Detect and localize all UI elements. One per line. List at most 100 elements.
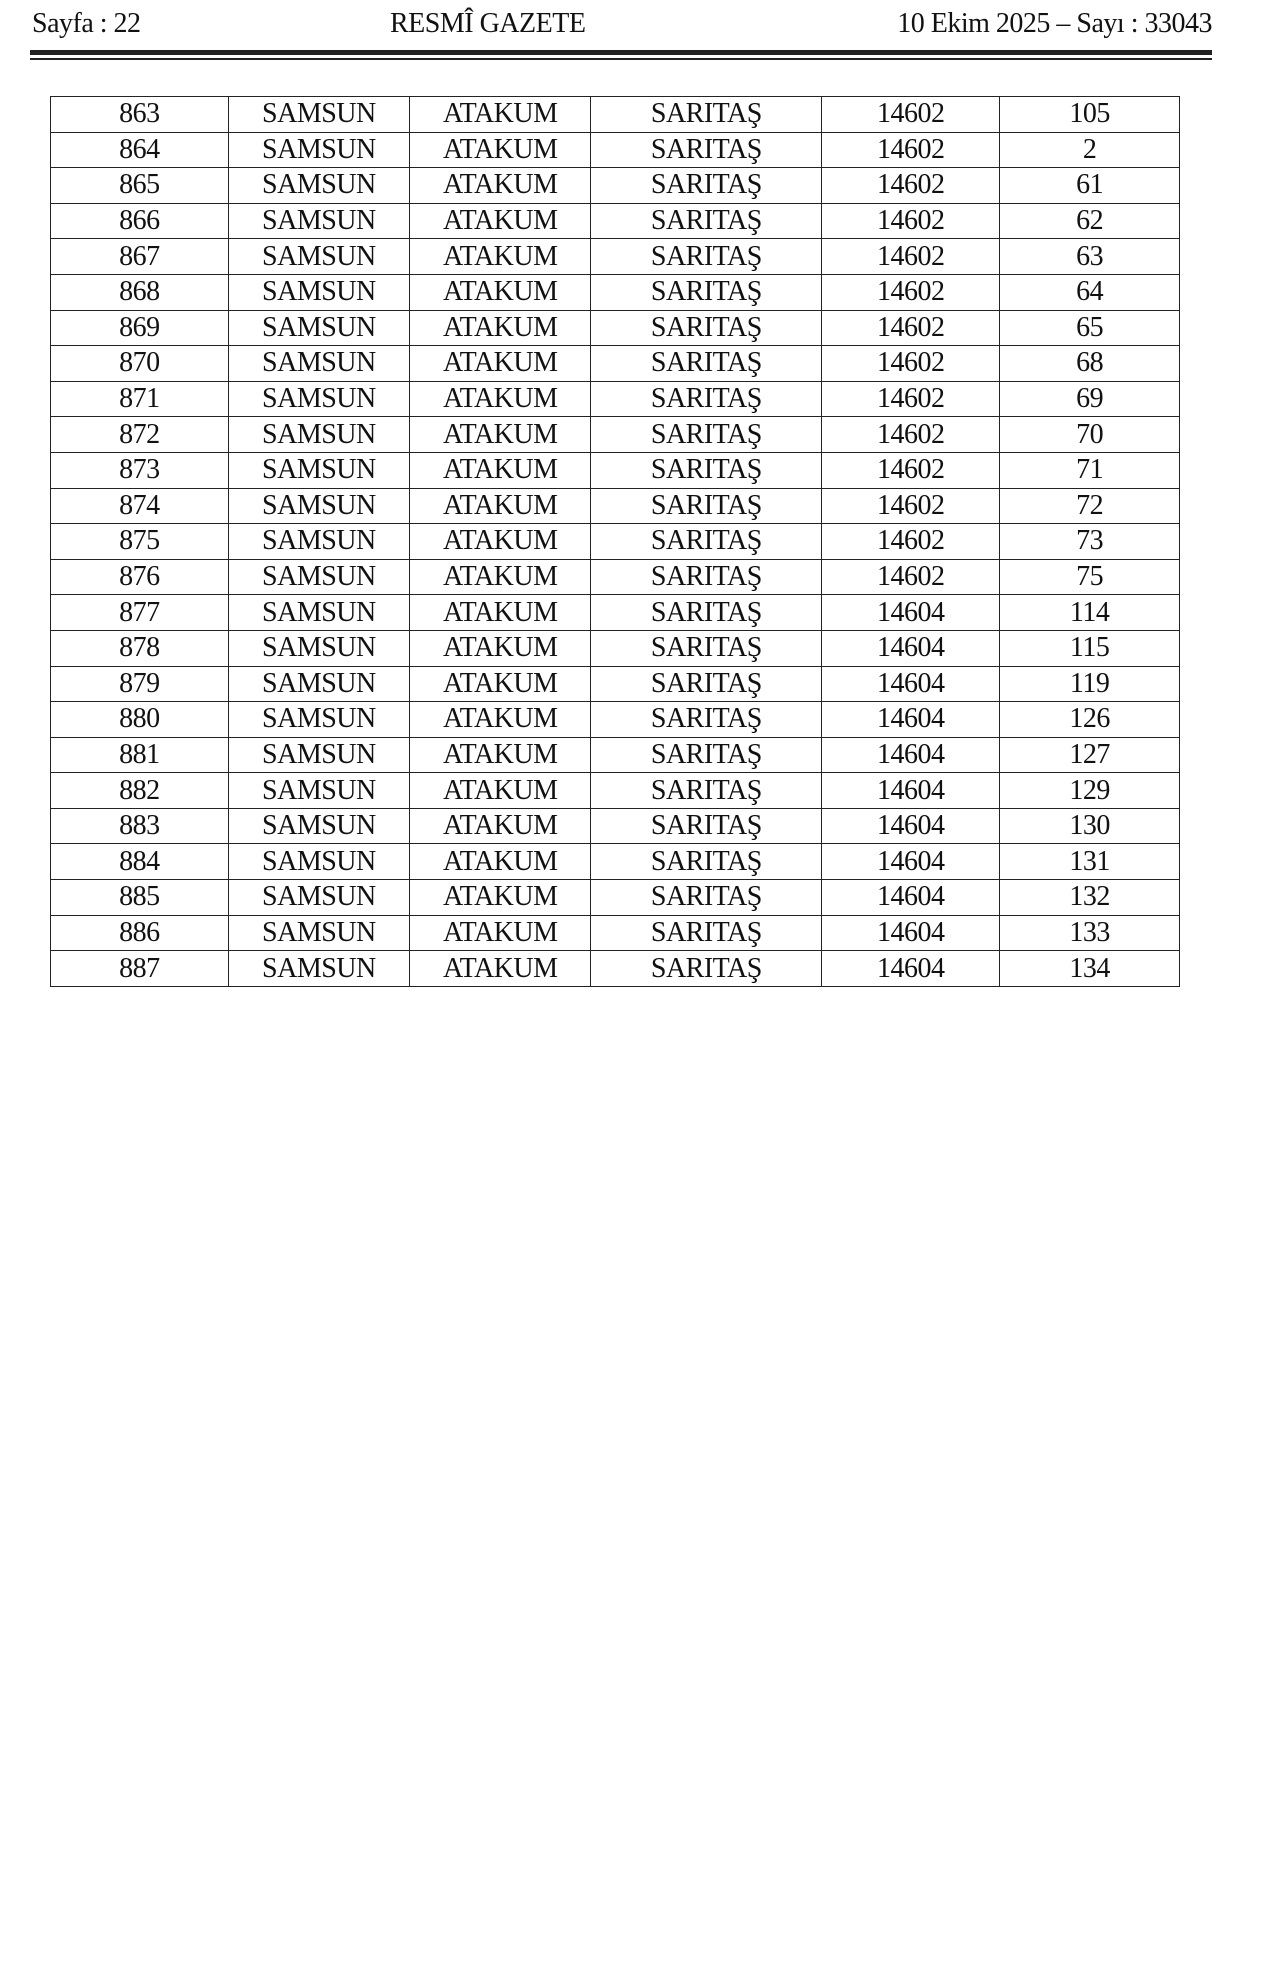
table-cell: SARITAŞ <box>590 202 823 240</box>
table-cell: 130 <box>999 807 1180 845</box>
table-cell: SAMSUN <box>227 950 411 987</box>
table-cell: 14604 <box>821 914 1001 952</box>
table-cell: SARITAŞ <box>590 701 823 738</box>
table-cell: SARITAŞ <box>590 736 823 774</box>
table-cell: 14604 <box>821 665 1001 703</box>
table-cell: 870 <box>50 345 229 382</box>
header-rule-thick <box>30 50 1212 55</box>
table-cell: SAMSUN <box>227 309 411 347</box>
table-cell: 866 <box>50 202 229 240</box>
table-cell: ATAKUM <box>409 309 592 347</box>
table-cell: 878 <box>50 629 229 667</box>
table-cell: ATAKUM <box>409 131 592 169</box>
table-cell: SAMSUN <box>227 238 411 275</box>
table-cell: ATAKUM <box>409 629 592 667</box>
table-cell: 879 <box>50 665 229 703</box>
table-cell: 14602 <box>821 202 1001 240</box>
table-cell: 129 <box>999 772 1180 809</box>
table-cell: ATAKUM <box>409 167 592 204</box>
table-cell: ATAKUM <box>409 345 592 382</box>
table-cell: SAMSUN <box>227 843 411 881</box>
table-cell: 72 <box>999 487 1180 525</box>
table-cell: ATAKUM <box>409 914 592 952</box>
table-row: 876 SAMSUN ATAKUM SARITAŞ 14602 75 <box>50 558 1180 596</box>
table-row: 882 SAMSUN ATAKUM SARITAŞ 14604 129 <box>50 772 1180 809</box>
table-cell: SAMSUN <box>227 879 411 916</box>
table-cell: SARITAŞ <box>590 629 823 667</box>
table-cell: 127 <box>999 736 1180 774</box>
table-cell: SARITAŞ <box>590 843 823 881</box>
table-cell: 2 <box>999 131 1180 169</box>
table-cell: 868 <box>50 273 229 311</box>
table-cell: SAMSUN <box>227 202 411 240</box>
table-cell: 14604 <box>821 736 1001 774</box>
table-cell: 872 <box>50 416 229 453</box>
table-cell: ATAKUM <box>409 807 592 845</box>
table-cell: SARITAŞ <box>590 558 823 596</box>
table-row: 885 SAMSUN ATAKUM SARITAŞ 14604 132 <box>50 879 1180 916</box>
table-cell: 14602 <box>821 167 1001 204</box>
table-cell: SARITAŞ <box>590 380 823 418</box>
table-cell: SAMSUN <box>227 416 411 453</box>
table-cell: 865 <box>50 167 229 204</box>
table-row: 868 SAMSUN ATAKUM SARITAŞ 14602 64 <box>50 273 1180 311</box>
table-cell: 14604 <box>821 594 1001 631</box>
table-cell: 14604 <box>821 950 1001 987</box>
table-cell: ATAKUM <box>409 451 592 489</box>
table-row: 878 SAMSUN ATAKUM SARITAŞ 14604 115 <box>50 629 1180 667</box>
table-row: 874 SAMSUN ATAKUM SARITAŞ 14602 72 <box>50 487 1180 525</box>
table-cell: SAMSUN <box>227 273 411 311</box>
table-cell: SAMSUN <box>227 487 411 525</box>
table-cell: SAMSUN <box>227 807 411 845</box>
table-cell: 14602 <box>821 487 1001 525</box>
table-row: 875 SAMSUN ATAKUM SARITAŞ 14602 73 <box>50 523 1180 560</box>
table-cell: ATAKUM <box>409 523 592 560</box>
table-cell: SAMSUN <box>227 558 411 596</box>
table-cell: 14602 <box>821 238 1001 275</box>
table-cell: ATAKUM <box>409 665 592 703</box>
table-cell: SARITAŞ <box>590 309 823 347</box>
table-row: 864 SAMSUN ATAKUM SARITAŞ 14602 2 <box>50 131 1180 169</box>
table-cell: 105 <box>999 96 1180 133</box>
table-row: 867 SAMSUN ATAKUM SARITAŞ 14602 63 <box>50 238 1180 275</box>
table-cell: SARITAŞ <box>590 167 823 204</box>
table-cell: 69 <box>999 380 1180 418</box>
table-cell: SAMSUN <box>227 96 411 133</box>
table-cell: SARITAŞ <box>590 487 823 525</box>
table-row: 884 SAMSUN ATAKUM SARITAŞ 14604 131 <box>50 843 1180 881</box>
table-cell: SAMSUN <box>227 629 411 667</box>
table-cell: 14604 <box>821 879 1001 916</box>
table-cell: 14602 <box>821 131 1001 169</box>
table-row: 870 SAMSUN ATAKUM SARITAŞ 14602 68 <box>50 345 1180 382</box>
table-row: 880 SAMSUN ATAKUM SARITAŞ 14604 126 <box>50 701 1180 738</box>
table-cell: SARITAŞ <box>590 238 823 275</box>
table-row: 881 SAMSUN ATAKUM SARITAŞ 14604 127 <box>50 736 1180 774</box>
table-cell: 65 <box>999 309 1180 347</box>
table-cell: 867 <box>50 238 229 275</box>
page-number: Sayfa : 22 <box>32 8 141 39</box>
table-cell: SAMSUN <box>227 523 411 560</box>
table-cell: 881 <box>50 736 229 774</box>
table-cell: 114 <box>999 594 1180 631</box>
table-cell: 880 <box>50 701 229 738</box>
table-cell: 873 <box>50 451 229 489</box>
table-cell: SARITAŞ <box>590 772 823 809</box>
table-cell: ATAKUM <box>409 273 592 311</box>
table-cell: 14602 <box>821 345 1001 382</box>
table-cell: 874 <box>50 487 229 525</box>
table-cell: ATAKUM <box>409 879 592 916</box>
table-cell: 63 <box>999 238 1180 275</box>
table-cell: 119 <box>999 665 1180 703</box>
table-cell: SAMSUN <box>227 345 411 382</box>
table-cell: 14604 <box>821 843 1001 881</box>
table-cell: 14602 <box>821 273 1001 311</box>
table-cell: ATAKUM <box>409 594 592 631</box>
table-cell: 14602 <box>821 523 1001 560</box>
table-cell: 869 <box>50 309 229 347</box>
table-cell: SARITAŞ <box>590 914 823 952</box>
table-row: 871 SAMSUN ATAKUM SARITAŞ 14602 69 <box>50 380 1180 418</box>
table-cell: ATAKUM <box>409 772 592 809</box>
table-row: 887 SAMSUN ATAKUM SARITAŞ 14604 134 <box>50 950 1180 987</box>
table-cell: SARITAŞ <box>590 451 823 489</box>
table-cell: 64 <box>999 273 1180 311</box>
